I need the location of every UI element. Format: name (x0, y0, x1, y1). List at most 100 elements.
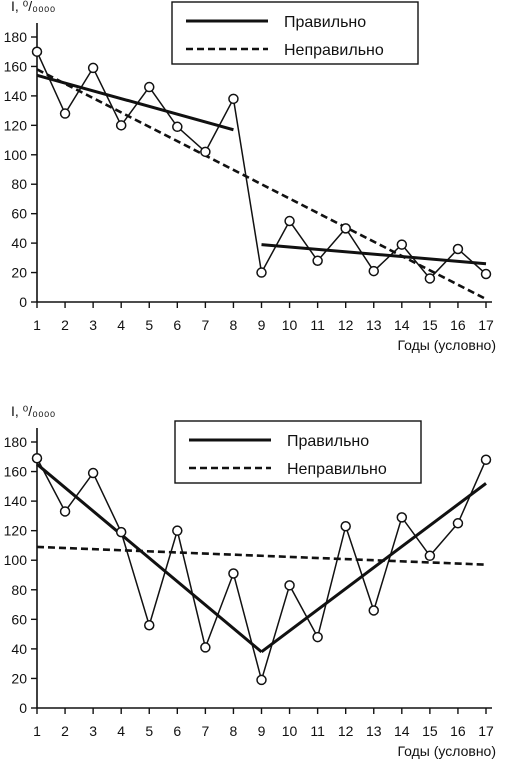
x-tick-label: 4 (117, 317, 125, 333)
legend-box (171, 1, 419, 65)
data-point (115, 120, 127, 131)
data-line (36, 457, 487, 683)
x-tick-label: 2 (61, 723, 69, 739)
x-tick-label: 9 (258, 317, 266, 333)
data-point (59, 506, 71, 517)
data-point (256, 267, 267, 278)
x-tick-label: 7 (201, 723, 209, 739)
data-point (424, 273, 436, 284)
y-axis-label: I, ⁰/₀₀₀₀ (11, 0, 56, 14)
y-tick-label: 80 (11, 176, 27, 192)
legend-box (174, 420, 422, 484)
data-point (368, 605, 379, 616)
trend-incorrect-line (36, 545, 487, 566)
x-tick-label: 15 (422, 317, 438, 333)
trend-incorrect-line (36, 68, 487, 301)
y-tick-label: 40 (11, 235, 27, 251)
x-tick-label: 17 (478, 723, 494, 739)
data-point (284, 580, 295, 591)
x-tick-label: 8 (230, 317, 238, 333)
x-tick-label: 3 (89, 723, 97, 739)
data-point (312, 255, 323, 267)
data-point (87, 467, 99, 479)
data-point (200, 146, 211, 158)
x-tick-label: 1 (33, 317, 41, 333)
y-tick-label: 100 (4, 147, 28, 163)
x-tick-label: 9 (258, 723, 266, 739)
y-tick-label: 180 (4, 434, 28, 450)
y-tick-label: 60 (11, 206, 27, 222)
data-point (172, 525, 183, 536)
x-tick-label: 4 (117, 723, 125, 739)
x-tick-label: 13 (366, 317, 382, 333)
y-tick-label: 60 (11, 611, 27, 627)
y-tick-label: 80 (11, 582, 27, 598)
data-point (31, 453, 43, 464)
data-point (340, 520, 351, 532)
x-tick-label: 10 (282, 317, 298, 333)
legend-label-correct: Правильно (284, 14, 366, 31)
data-point (284, 215, 295, 227)
y-tick-label: 0 (19, 700, 27, 716)
data-point (368, 265, 379, 277)
x-axis-label: Годы (условно) (398, 337, 496, 353)
x-tick-label: 16 (450, 723, 466, 739)
x-tick-label: 6 (173, 723, 181, 739)
x-tick-label: 11 (310, 723, 325, 739)
data-point (59, 108, 71, 119)
y-tick-label: 100 (4, 552, 28, 568)
data-point (256, 674, 267, 686)
data-point (144, 619, 155, 631)
trend-correct-line (36, 463, 263, 653)
x-tick-label: 16 (450, 317, 466, 333)
y-tick-label: 140 (4, 88, 28, 104)
legend-label-correct: Правильно (287, 433, 369, 450)
y-tick-label: 180 (4, 29, 28, 45)
x-tick-label: 3 (89, 317, 97, 333)
trend-correct-line (260, 482, 487, 654)
y-tick-label: 120 (4, 117, 28, 133)
data-point (144, 81, 155, 93)
x-tick-label: 5 (145, 317, 153, 333)
y-tick-label: 40 (11, 641, 27, 657)
y-tick-label: 160 (4, 58, 28, 74)
x-tick-label: 10 (282, 723, 298, 739)
trend-correct-line (261, 243, 487, 266)
x-tick-label: 2 (61, 317, 69, 333)
data-point (340, 223, 351, 234)
data-point (312, 631, 323, 643)
data-point (424, 550, 436, 562)
y-axis-label: I, ⁰/₀₀₀₀ (11, 403, 56, 419)
trend-correct-line (36, 73, 234, 132)
data-point (31, 46, 43, 57)
data-point (228, 568, 239, 579)
x-tick-label: 12 (338, 723, 354, 739)
x-tick-label: 14 (394, 317, 410, 333)
x-tick-label: 1 (33, 723, 41, 739)
data-point (396, 512, 408, 523)
data-point (228, 93, 239, 105)
legend-label-incorrect: Неправильно (287, 461, 387, 478)
y-tick-label: 20 (11, 670, 27, 686)
y-tick-label: 160 (4, 464, 28, 480)
x-tick-label: 14 (394, 723, 410, 739)
data-point (87, 62, 99, 74)
y-tick-label: 0 (19, 294, 27, 310)
y-tick-label: 140 (4, 493, 28, 509)
x-tick-label: 13 (366, 723, 382, 739)
x-tick-label: 7 (201, 317, 209, 333)
legend-label-incorrect: Неправильно (284, 42, 384, 59)
x-tick-label: 5 (145, 723, 153, 739)
x-tick-label: 17 (478, 317, 494, 333)
data-point (115, 526, 127, 538)
x-tick-label: 8 (230, 723, 238, 739)
x-tick-label: 6 (173, 317, 181, 333)
data-point (452, 243, 464, 255)
data-point (172, 121, 183, 133)
x-axis-label: Годы (условно) (398, 743, 496, 759)
x-tick-label: 12 (338, 317, 354, 333)
data-point (480, 454, 492, 465)
